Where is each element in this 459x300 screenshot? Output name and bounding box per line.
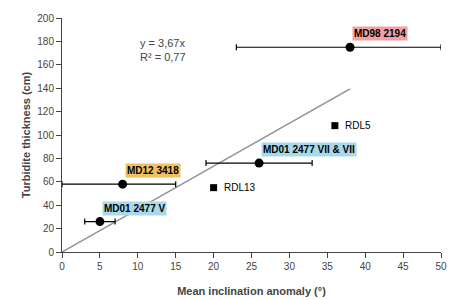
svg-text:35: 35: [322, 261, 334, 272]
svg-text:25: 25: [246, 261, 258, 272]
svg-text:Mean inclination anomaly (°): Mean inclination anomaly (°): [177, 285, 326, 297]
svg-text:y = 3,67xR² = 0,77: y = 3,67xR² = 0,77: [140, 37, 186, 63]
svg-text:40: 40: [43, 200, 55, 211]
svg-text:160: 160: [37, 59, 54, 70]
svg-text:15: 15: [170, 261, 182, 272]
svg-text:20: 20: [208, 261, 220, 272]
svg-text:RDL13: RDL13: [224, 182, 256, 193]
svg-text:RDL5: RDL5: [345, 120, 371, 131]
svg-text:140: 140: [37, 83, 54, 94]
svg-text:MD01 2477 V: MD01 2477 V: [104, 203, 165, 214]
svg-text:5: 5: [97, 261, 103, 272]
svg-text:Turbidite thickness (cm): Turbidite thickness (cm): [20, 72, 32, 199]
svg-text:0: 0: [59, 261, 65, 272]
svg-text:80: 80: [43, 153, 55, 164]
svg-text:100: 100: [37, 130, 54, 141]
svg-text:50: 50: [435, 261, 447, 272]
svg-text:200: 200: [37, 13, 54, 24]
svg-text:MD01 2477 VII & VII: MD01 2477 VII & VII: [263, 144, 355, 155]
svg-text:0: 0: [48, 247, 54, 258]
svg-text:120: 120: [37, 106, 54, 117]
svg-text:30: 30: [284, 261, 296, 272]
svg-text:MD12 3418: MD12 3418: [127, 165, 179, 176]
svg-text:60: 60: [43, 176, 55, 187]
svg-text:20: 20: [43, 223, 55, 234]
svg-text:45: 45: [398, 261, 410, 272]
svg-text:10: 10: [132, 261, 144, 272]
svg-text:MD98 2194: MD98 2194: [354, 28, 406, 39]
svg-text:180: 180: [37, 36, 54, 47]
svg-text:40: 40: [360, 261, 372, 272]
